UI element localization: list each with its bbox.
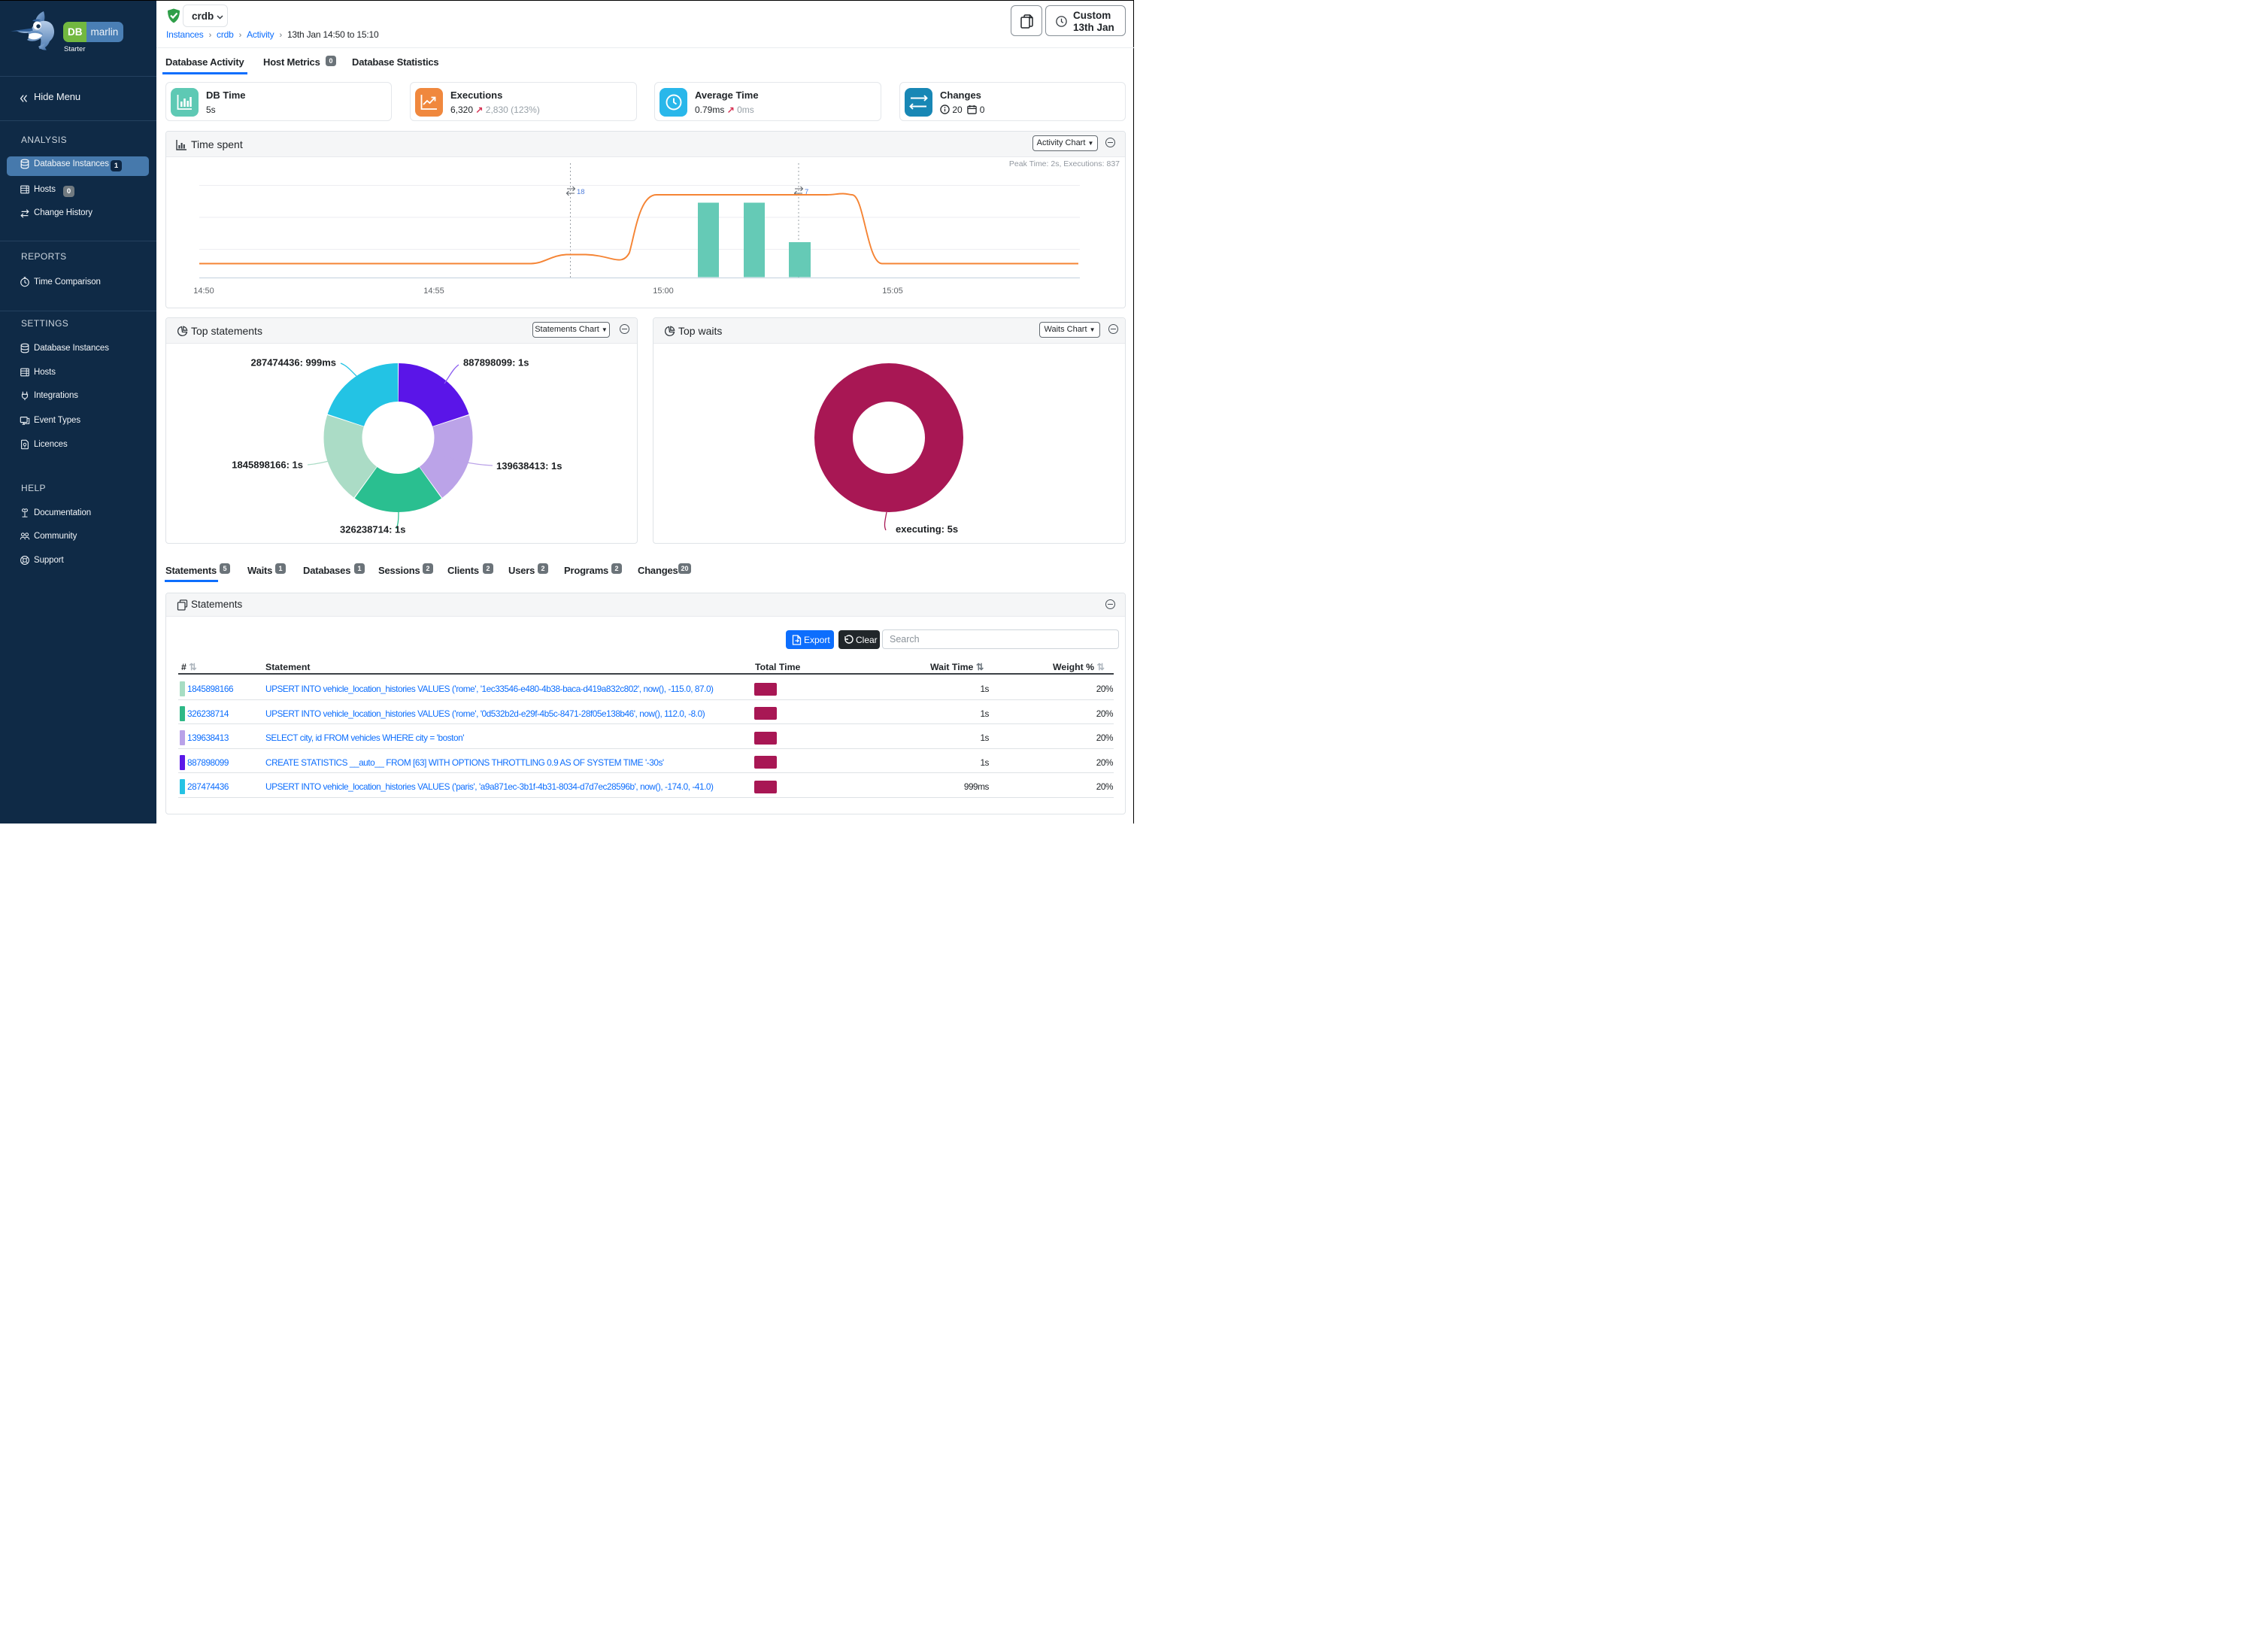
svg-text:executing: 5s: executing: 5s [896, 523, 958, 535]
svg-text:1845898166: 1s: 1845898166: 1s [232, 460, 303, 471]
svg-text:15:05: 15:05 [882, 287, 903, 296]
svg-text:326238714: 1s: 326238714: 1s [340, 524, 405, 535]
svg-text:18: 18 [577, 188, 585, 196]
svg-text:887898099: 1s: 887898099: 1s [463, 357, 529, 369]
svg-text:7: 7 [805, 188, 808, 196]
svg-text:287474436: 999ms: 287474436: 999ms [251, 357, 337, 369]
svg-text:139638413: 1s: 139638413: 1s [496, 460, 562, 472]
svg-text:14:55: 14:55 [423, 287, 444, 296]
svg-text:Peak Time: 2s, Executions: 837: Peak Time: 2s, Executions: 837 [1009, 159, 1120, 168]
svg-text:15:00: 15:00 [653, 287, 674, 296]
svg-text:14:50: 14:50 [193, 287, 214, 296]
